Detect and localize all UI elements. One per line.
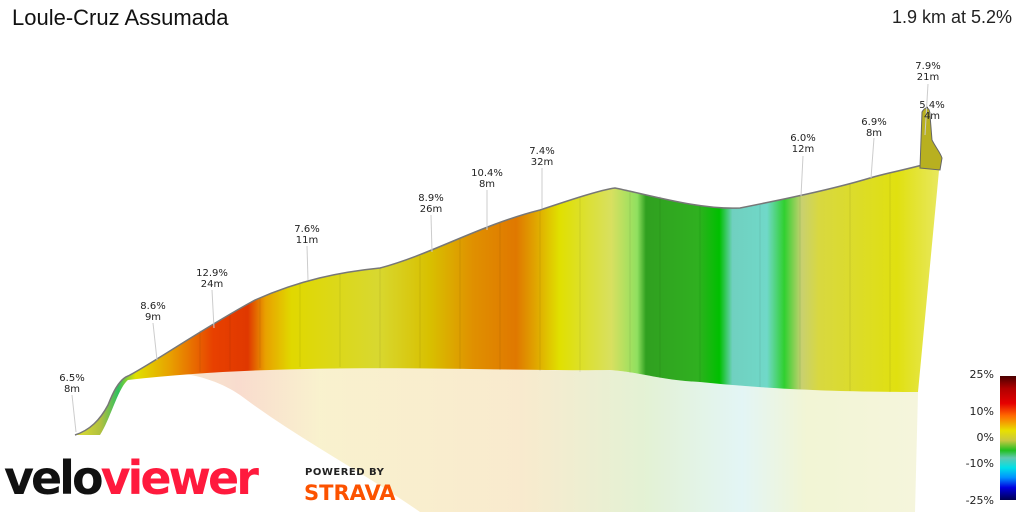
grade-annotation: 10.4% 8m [471, 168, 503, 190]
grade-annotation: 6.5% 8m [59, 373, 85, 395]
segment-title: Loule-Cruz Assumada [12, 5, 229, 30]
grade-annotation: 6.0% 12m [790, 133, 816, 155]
gradient-color-legend [1000, 376, 1016, 500]
grade-annotation: 8.9% 26m [418, 193, 444, 215]
powered-by-label: POWERED BY [305, 467, 385, 478]
grade-annotation: 7.6% 11m [294, 224, 320, 246]
grade-annotation: 12.9% 24m [196, 268, 228, 290]
segment-summary: 1.9 km at 5.2% [891, 7, 1012, 27]
grade-annotation: 7.9% 21m [915, 61, 941, 83]
grade-annotation: 5.4% 4m [919, 100, 945, 122]
legend-label: 0% [976, 431, 994, 444]
legend-label: 10% [969, 405, 994, 418]
veloviewer-logo: veloviewer [4, 451, 259, 505]
grade-annotation: 7.4% 32m [529, 146, 555, 168]
strava-logo: STRAVA [304, 481, 396, 505]
grade-annotation: 6.9% 8m [861, 117, 887, 139]
legend-label: -10% [965, 457, 994, 470]
legend-label: -25% [965, 494, 994, 507]
grade-annotation: 8.6% 9m [140, 301, 166, 323]
legend-label: 25% [969, 368, 994, 381]
